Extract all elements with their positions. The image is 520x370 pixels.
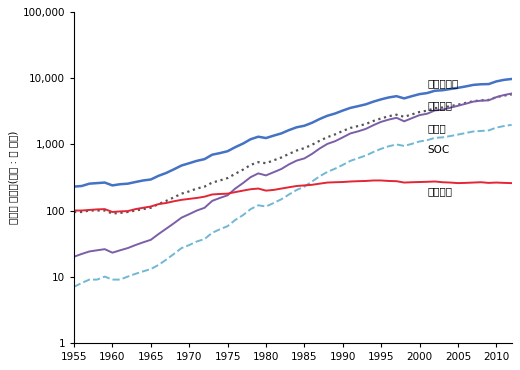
Text: 국내총생산: 국내총생산 xyxy=(427,78,459,88)
Text: 제조업: 제조업 xyxy=(427,124,446,134)
Text: 서비스업: 서비스업 xyxy=(427,100,452,110)
Y-axis label: 산업별 생산액(단위 : 조 억원): 산업별 생산액(단위 : 조 억원) xyxy=(8,131,18,224)
Text: SOC: SOC xyxy=(427,145,449,155)
Text: 농림어업: 농림어업 xyxy=(427,186,452,196)
